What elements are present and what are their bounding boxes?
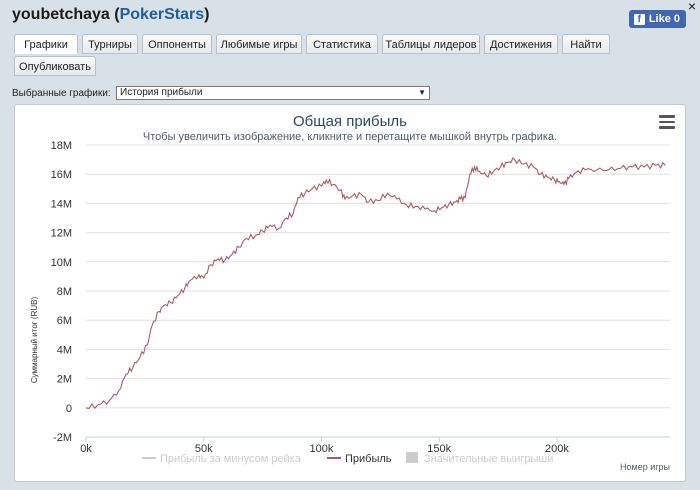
facebook-thumb-icon: f xyxy=(633,13,645,25)
x-tick-label: 50k xyxy=(195,443,213,455)
tab-publish[interactable]: Опубликовать xyxy=(14,56,96,76)
player-header: youbetchaya (PokerStars) xyxy=(12,6,209,24)
selected-charts-label: Выбранные графики: xyxy=(12,88,111,99)
x-tick-label: 100k xyxy=(310,443,334,455)
profit-chart[interactable]: Общая прибыль Чтобы увеличить изображени… xyxy=(15,105,685,481)
legend-profit: Прибыль xyxy=(345,453,392,465)
y-tick-label: 16M xyxy=(51,169,72,181)
y-tick-label: 6M xyxy=(57,315,72,327)
hamburger-menu-icon[interactable] xyxy=(659,115,675,132)
tab-achievements[interactable]: Достижения xyxy=(484,34,558,54)
open-paren: ( xyxy=(109,6,120,23)
tab-graphs[interactable]: Графики xyxy=(14,34,78,54)
tab-favorite-games[interactable]: Любимые игры xyxy=(216,34,302,54)
chart-panel: Общая прибыль Чтобы увеличить изображени… xyxy=(14,104,686,482)
y-tick-label: 4M xyxy=(57,344,72,356)
facebook-like-button[interactable]: f Like 0 xyxy=(628,10,686,28)
legend-marker-big-wins xyxy=(406,452,418,463)
y-tick-label: 12M xyxy=(51,228,72,240)
tab-search[interactable]: Найти xyxy=(562,34,610,54)
y-tick-label: -2M xyxy=(53,432,72,444)
chart-title: Общая прибыль xyxy=(293,113,407,130)
close-icon[interactable]: × xyxy=(687,0,696,14)
chart-select-value: История прибыли xyxy=(120,87,203,98)
series-line-profit xyxy=(85,157,666,410)
tab-tournaments[interactable]: Турниры xyxy=(82,34,138,54)
y-tick-label: 0 xyxy=(66,403,72,415)
x-tick-label: 200k xyxy=(545,443,569,455)
y-tick-label: 2M xyxy=(57,374,72,386)
facebook-like-label: Like 0 xyxy=(648,13,680,25)
site-link[interactable]: PokerStars xyxy=(119,6,205,23)
dropdown-arrow-icon: ▼ xyxy=(418,88,426,97)
username: youbetchaya xyxy=(12,6,110,23)
tab-leaderboards[interactable]: Таблицы лидеров xyxy=(382,34,480,54)
y-tick-label: 14M xyxy=(51,198,72,210)
chart-subtitle: Чтобы увеличить изображение, кликните и … xyxy=(143,131,557,143)
x-axis-label: Номер игры xyxy=(620,462,670,472)
tab-statistics[interactable]: Статистика xyxy=(306,34,378,54)
legend-rake: Прибыль за минусом рейка xyxy=(160,453,302,465)
close-paren: ) xyxy=(204,6,210,23)
x-tick-label: 150k xyxy=(427,443,451,455)
y-tick-label: 18M xyxy=(51,140,72,152)
y-tick-label: 10M xyxy=(51,257,72,269)
chart-select[interactable]: История прибыли ▼ xyxy=(116,86,430,100)
x-tick-label: 0k xyxy=(80,443,92,455)
legend-big-wins: Значительные выигрыши xyxy=(424,453,553,465)
tab-opponents[interactable]: Оппоненты xyxy=(142,34,212,54)
y-axis-label: Суммарный итог (RUB) xyxy=(30,297,39,384)
y-tick-label: 8M xyxy=(57,286,72,298)
